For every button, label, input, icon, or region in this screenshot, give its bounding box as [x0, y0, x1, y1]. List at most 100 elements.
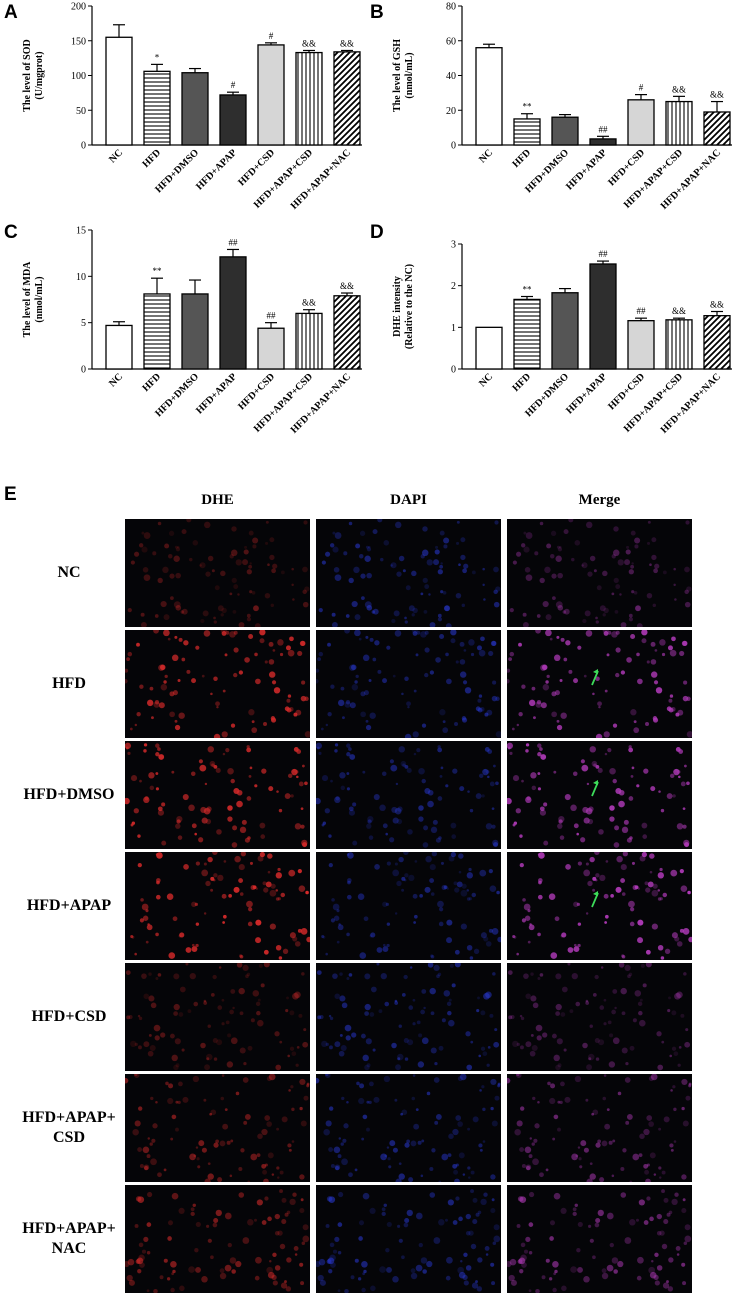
cell-nucleus: [279, 1040, 283, 1044]
cell-nucleus: [674, 1192, 679, 1197]
row-label-line: HFD+APAP+: [22, 1109, 116, 1126]
cell-nucleus: [550, 952, 558, 959]
cell-nucleus: [477, 1210, 482, 1215]
cell-nucleus: [486, 709, 493, 716]
cell-nucleus: [136, 642, 140, 647]
y-axis-label-line: The level of MDA: [22, 261, 33, 338]
significance-marker: #: [231, 80, 236, 90]
cell-nucleus: [426, 559, 433, 566]
cell-nucleus: [382, 946, 389, 953]
cell-nucleus: [611, 631, 618, 638]
cell-nucleus: [521, 684, 526, 689]
cell-nucleus: [573, 901, 579, 908]
cell-nucleus: [229, 1174, 233, 1178]
cell-nucleus: [458, 870, 462, 874]
cell-nucleus: [249, 562, 252, 565]
cell-nucleus: [519, 834, 523, 838]
cell-nucleus: [448, 998, 452, 1002]
cell-nucleus: [577, 645, 582, 650]
cell-nucleus: [646, 660, 650, 664]
cell-nucleus: [621, 954, 625, 958]
cell-nucleus: [379, 1266, 386, 1273]
cell-nucleus: [578, 1157, 582, 1161]
cell-nucleus: [205, 818, 212, 825]
cell-nucleus: [509, 651, 515, 657]
cell-nucleus: [460, 554, 466, 561]
cell-nucleus: [479, 773, 484, 779]
cell-nucleus: [189, 557, 193, 562]
cell-nucleus: [525, 743, 530, 747]
cell-nucleus: [189, 972, 196, 980]
cell-nucleus: [684, 764, 687, 768]
y-tick-label: 5: [81, 318, 86, 329]
cell-nucleus: [385, 1248, 390, 1253]
cell-nucleus: [297, 650, 303, 657]
cell-nucleus: [211, 569, 215, 573]
bar: [219, 94, 247, 146]
cell-nucleus: [358, 1220, 365, 1226]
cell-nucleus: [439, 774, 443, 778]
cell-nucleus: [445, 784, 449, 788]
cell-nucleus: [277, 1230, 283, 1236]
cell-nucleus: [462, 1173, 466, 1176]
cell-nucleus: [680, 781, 686, 787]
cell-nucleus: [229, 592, 233, 596]
cell-nucleus: [257, 1133, 263, 1140]
cell-nucleus: [386, 645, 391, 650]
cell-nucleus: [415, 1212, 423, 1220]
cell-nucleus: [284, 706, 290, 712]
cell-nucleus: [268, 641, 274, 647]
cell-nucleus: [435, 657, 441, 663]
cell-nucleus: [533, 1138, 538, 1143]
cell-nucleus: [242, 964, 249, 971]
cell-nucleus: [301, 972, 305, 976]
cell-nucleus: [232, 825, 238, 831]
cell-nucleus: [174, 719, 178, 723]
cell-nucleus: [404, 620, 408, 624]
cell-nucleus: [684, 601, 691, 608]
cell-nucleus: [207, 1173, 214, 1180]
cell-nucleus: [251, 720, 255, 724]
bar: [665, 100, 693, 146]
cell-nucleus: [410, 1272, 418, 1280]
cell-nucleus: [209, 760, 216, 767]
cell-nucleus: [290, 794, 294, 798]
cell-nucleus: [160, 1032, 166, 1038]
cell-nucleus: [465, 1265, 472, 1271]
cell-nucleus: [686, 781, 690, 786]
cell-nucleus: [552, 596, 556, 600]
cell-nucleus: [536, 699, 542, 705]
cell-nucleus: [552, 1287, 557, 1293]
cell-nucleus: [542, 684, 550, 691]
cell-nucleus: [320, 727, 324, 731]
micrograph-dhe-tile: [125, 963, 310, 1071]
row-label-line: HFD+DMSO: [23, 786, 115, 803]
cell-nucleus: [225, 1020, 230, 1025]
cell-nucleus: [334, 749, 338, 753]
cell-nucleus: [582, 1042, 588, 1049]
cell-nucleus: [252, 544, 257, 549]
cell-nucleus: [163, 630, 170, 637]
cell-nucleus: [539, 577, 545, 584]
cell-nucleus: [516, 952, 519, 956]
cell-nucleus: [648, 1076, 654, 1082]
cell-nucleus: [271, 1274, 277, 1281]
cell-nucleus: [532, 1158, 539, 1166]
cell-nucleus: [278, 808, 283, 813]
cell-nucleus: [635, 605, 641, 612]
cell-nucleus: [292, 1192, 297, 1197]
cell-nucleus: [207, 1238, 212, 1243]
cell-nucleus: [540, 702, 547, 709]
cell-nucleus: [131, 821, 136, 825]
bar: [143, 70, 171, 146]
cell-nucleus: [636, 623, 643, 627]
y-axis-label-line: (U/mgprot): [34, 51, 45, 99]
cell-nucleus: [267, 853, 273, 859]
cell-nucleus: [585, 912, 589, 915]
cell-nucleus: [522, 621, 529, 627]
cell-nucleus: [478, 694, 483, 698]
cell-nucleus: [547, 1081, 551, 1086]
cell-nucleus: [351, 1032, 357, 1038]
cell-nucleus: [222, 752, 226, 756]
cell-nucleus: [287, 1054, 291, 1058]
